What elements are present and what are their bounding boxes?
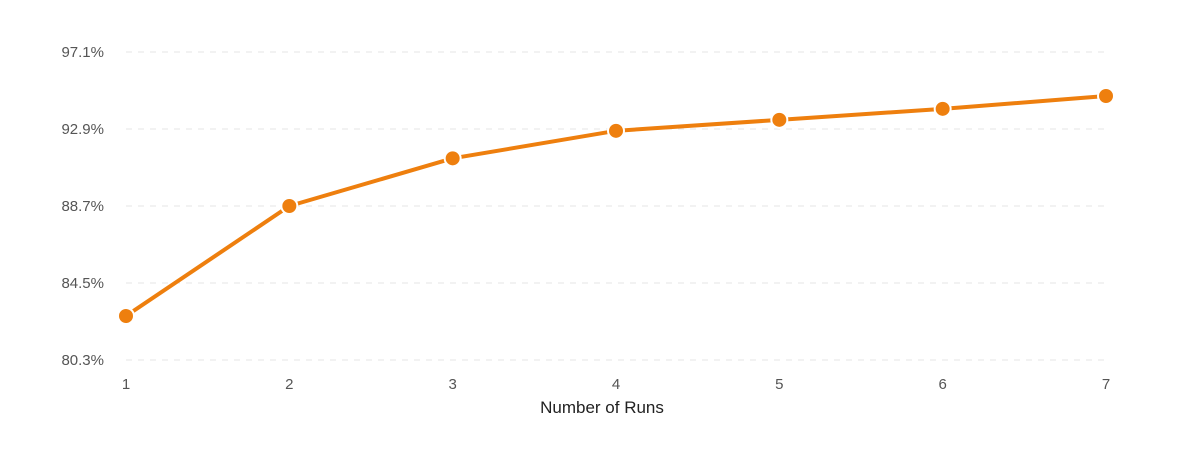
x-tick-label: 6 (938, 376, 946, 393)
series-layer (117, 87, 1115, 325)
x-tick-label: 4 (612, 376, 620, 393)
x-axis-ticks: 1 2 3 4 5 6 7 (122, 376, 1110, 393)
x-axis-title: Number of Runs (540, 398, 664, 417)
data-point[interactable] (770, 110, 789, 129)
y-tick-label: 80.3% (61, 352, 104, 369)
y-tick-label: 88.7% (61, 198, 104, 215)
y-axis-ticks: 80.3% 84.5% 88.7% 92.9% 97.1% (61, 44, 104, 369)
x-tick-label: 5 (775, 376, 783, 393)
x-tick-label: 7 (1102, 376, 1110, 393)
y-tick-label: 92.9% (61, 121, 104, 138)
data-point[interactable] (443, 149, 462, 168)
data-point[interactable] (280, 197, 299, 215)
data-point[interactable] (117, 307, 135, 325)
data-point[interactable] (933, 99, 952, 118)
y-tick-label: 97.1% (61, 44, 104, 61)
x-tick-label: 1 (122, 376, 130, 393)
x-tick-label: 3 (448, 376, 456, 393)
x-tick-label: 2 (285, 376, 293, 393)
y-tick-label: 84.5% (61, 275, 104, 292)
grid-layer (126, 51, 1106, 361)
data-point[interactable] (607, 121, 625, 140)
data-point[interactable] (1097, 87, 1115, 105)
